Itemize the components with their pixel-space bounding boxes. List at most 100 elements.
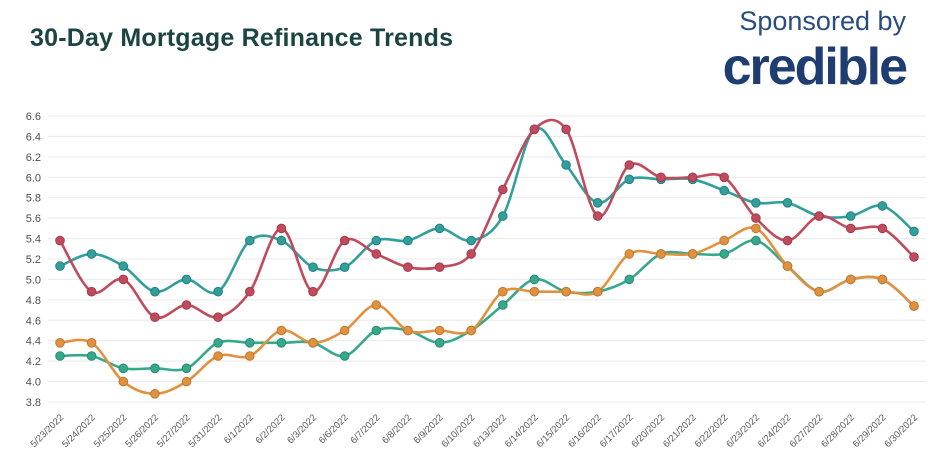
data-point-rate-orange (814, 286, 824, 297)
data-point-rate-green (276, 338, 287, 348)
y-axis-tick-label: 6.2 (26, 152, 41, 164)
x-axis-tick-label: 6/23/2022 (724, 412, 762, 450)
x-axis-tick-label: 5/31/2022 (187, 412, 225, 450)
x-axis-tick-label: 5/23/2022 (28, 412, 66, 450)
data-point-rate-red (308, 286, 318, 297)
data-point-rate-red (624, 160, 635, 170)
data-point-rate-teal (909, 226, 919, 237)
data-point-rate-teal (150, 286, 160, 297)
data-point-rate-red (814, 211, 824, 221)
data-point-rate-teal (845, 211, 856, 221)
data-point-rate-orange (687, 249, 698, 259)
x-axis-tick-label: 6/29/2022 (851, 412, 889, 450)
series-line-rate-orange (58, 226, 916, 396)
data-point-rate-orange (434, 325, 445, 336)
sponsor-block: Sponsored by credible (722, 4, 908, 96)
x-axis-tick-label: 6/24/2022 (756, 412, 794, 450)
data-point-rate-red (909, 252, 919, 262)
data-point-rate-orange (55, 338, 65, 348)
data-point-rate-orange (371, 300, 382, 310)
data-point-rate-red (86, 286, 97, 297)
data-point-rate-green (434, 338, 445, 348)
data-point-rate-teal (276, 235, 287, 246)
data-point-rate-teal (561, 160, 571, 170)
data-point-rate-red (434, 262, 445, 272)
data-point-rate-red (245, 286, 255, 297)
x-axis-tick-label: 6/30/2022 (882, 412, 920, 450)
data-point-rate-green (181, 363, 192, 374)
data-point-rate-green (751, 235, 761, 246)
x-axis-tick-label: 5/27/2022 (155, 412, 193, 450)
data-point-rate-orange (909, 301, 919, 311)
refinance-trends-chart: 3.8 4.0 4.2 4.4 4.6 4.8 5.0 5.2 5.4 5.6 5.8 6.0 6.2 6… (0, 100, 932, 470)
data-point-rate-orange (624, 249, 635, 259)
data-point-rate-teal (498, 211, 508, 221)
data-point-rate-teal (719, 185, 730, 196)
data-point-rate-red (782, 235, 793, 246)
data-point-rate-red (529, 124, 540, 135)
data-point-rate-red (498, 184, 508, 195)
data-point-rate-orange (561, 286, 571, 297)
data-point-rate-green (150, 363, 160, 374)
x-axis-tick-label: 6/10/2022 (440, 412, 478, 450)
chart-canvas: 3.8 4.0 4.2 4.4 4.6 4.8 5.0 5.2 5.4 5.6 5.8 6.0 6.2 6… (26, 111, 926, 450)
data-point-rate-orange (466, 325, 477, 336)
data-point-rate-green (371, 325, 382, 336)
data-point-rate-red (150, 312, 160, 322)
data-point-rate-green (55, 351, 65, 361)
data-point-rate-orange (719, 235, 730, 246)
data-point-rate-red (55, 235, 65, 246)
y-axis-tick-label: 6.0 (26, 172, 41, 184)
x-axis-tick-label: 6/28/2022 (819, 412, 857, 450)
y-axis-tick-label: 5.6 (26, 213, 41, 225)
data-point-rate-red (656, 172, 666, 183)
x-axis-tick-label: 6/8/2022 (380, 412, 414, 446)
data-point-rate-red (687, 172, 698, 183)
data-point-rate-orange (339, 325, 350, 336)
y-axis-tick-label: 4.2 (26, 356, 41, 368)
data-point-rate-teal (181, 274, 192, 285)
data-point-rate-red (213, 312, 223, 322)
data-point-rate-green (498, 300, 508, 310)
data-point-rate-orange (245, 351, 255, 361)
data-point-rate-orange (118, 376, 129, 387)
data-point-rate-orange (150, 389, 160, 399)
x-axis-tick-label: 6/13/2022 (471, 412, 509, 450)
x-axis-tick-label: 5/24/2022 (60, 412, 98, 450)
data-point-rate-orange (308, 338, 318, 348)
data-point-rate-teal (403, 235, 413, 246)
data-point-rate-green (245, 338, 255, 348)
data-point-rate-red (719, 172, 730, 183)
y-axis-tick-label: 5.0 (26, 274, 41, 286)
data-point-rate-teal (308, 262, 318, 272)
x-axis-tick-label: 6/16/2022 (566, 412, 604, 450)
y-axis-tick-label: 5.2 (26, 254, 41, 266)
data-point-rate-green (339, 351, 350, 361)
data-point-rate-teal (339, 262, 350, 272)
data-point-rate-red (371, 249, 382, 259)
x-axis-tick-label: 6/14/2022 (503, 412, 541, 450)
data-point-rate-red (561, 124, 571, 135)
data-point-rate-orange (782, 261, 793, 271)
data-point-rate-red (751, 213, 761, 223)
data-point-rate-orange (276, 325, 287, 336)
data-point-rate-teal (877, 201, 888, 211)
x-axis-tick-label: 6/22/2022 (693, 412, 731, 450)
x-axis-tick-label: 6/7/2022 (348, 412, 382, 446)
data-point-rate-red (845, 223, 856, 234)
x-axis-tick-label: 6/2/2022 (254, 412, 288, 446)
credible-logo: credible (722, 38, 908, 96)
data-point-rate-red (466, 249, 477, 259)
data-point-rate-orange (877, 274, 888, 285)
data-point-rate-orange (656, 249, 666, 259)
data-point-rate-orange (86, 338, 97, 348)
data-point-rate-orange (181, 376, 192, 387)
series-line-rate-red (58, 118, 916, 320)
x-axis-tick-label: 6/20/2022 (629, 412, 667, 450)
y-axis-tick-label: 6.6 (26, 111, 41, 123)
data-point-rate-teal (751, 198, 761, 208)
y-axis-tick-label: 4.8 (26, 295, 41, 307)
x-axis-tick-label: 6/1/2022 (222, 412, 256, 446)
data-point-rate-teal (55, 261, 65, 271)
